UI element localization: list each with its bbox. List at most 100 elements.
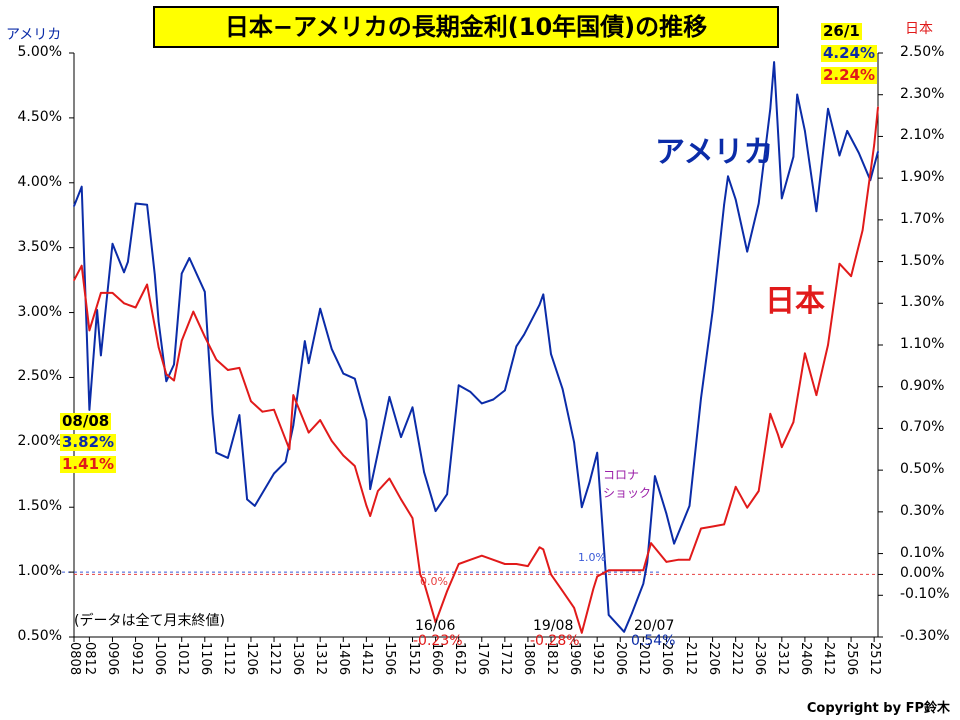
x-tick-label: 2312	[774, 642, 790, 676]
jp-data-point	[592, 588, 595, 590]
right-tick-label: 1.10%	[900, 336, 945, 352]
jp-data-point	[550, 573, 552, 576]
us-data-point	[727, 175, 729, 178]
right-tick-label: 0.00%	[900, 565, 945, 582]
start-us-value: 3.82%	[60, 433, 117, 451]
left-tick-label: 1.00%	[17, 563, 62, 580]
low1-date: 16/06	[415, 618, 456, 634]
left-tick-label: 4.50%	[17, 108, 62, 125]
us-data-point	[542, 293, 545, 296]
jp-data-point	[377, 490, 379, 492]
jp-data-point	[388, 477, 391, 480]
ref-jp-label: 0.0%	[420, 575, 448, 588]
x-tick-label: 2206	[705, 642, 721, 676]
right-tick-label: 1.70%	[900, 210, 945, 227]
jp-data-point	[250, 400, 252, 403]
us-data-point	[388, 396, 391, 398]
right-tick-label: 2.30%	[900, 85, 945, 102]
x-tick-label: 1006	[151, 642, 167, 676]
copyright: Copyright by FP鈴木	[806, 701, 950, 716]
end-us-value: 4.24%	[821, 44, 878, 62]
x-tick-label: 0912	[128, 642, 144, 676]
right-tick-label: 1.50%	[900, 252, 945, 269]
right-tick-label: 0.10%	[900, 544, 945, 561]
jp-data-point	[781, 446, 783, 449]
us-data-point	[815, 210, 818, 213]
right-tick-label: 2.50%	[900, 44, 945, 60]
right-tick-label: -0.10%	[900, 586, 950, 603]
corona-annotation: コロナ ショック	[603, 468, 652, 500]
us-data-point	[846, 130, 848, 132]
us-data-point	[642, 583, 645, 585]
us-data-point	[80, 185, 83, 188]
jp-data-point	[227, 369, 229, 371]
us-data-point	[307, 362, 310, 365]
jp-data-point	[623, 569, 625, 572]
left-tick-label: 5.00%	[17, 44, 62, 60]
x-tick-label: 2506	[844, 642, 860, 676]
jp-data-point	[688, 559, 691, 561]
jp-data-point	[573, 607, 575, 609]
x-tick-label: 1106	[197, 642, 213, 676]
us-data-point	[246, 498, 248, 501]
jp-data-point	[504, 563, 506, 565]
us-data-point	[111, 243, 114, 245]
us-data-point	[304, 340, 306, 342]
x-tick-label: 0808	[67, 642, 82, 676]
jp-data-point	[804, 352, 806, 355]
us-data-point	[154, 274, 156, 276]
x-tick-label: 1912	[590, 642, 606, 676]
jp-data-point	[180, 340, 183, 342]
us-data-point	[646, 562, 648, 564]
us-data-point	[211, 413, 214, 415]
us-data-point	[700, 397, 702, 400]
right-tick-label: 0.70%	[900, 419, 945, 436]
us-data-point	[284, 461, 287, 463]
us-data-point	[665, 512, 668, 515]
low1-value: -0.23%	[413, 633, 463, 649]
jp-data-point	[861, 229, 864, 232]
us-data-point	[173, 363, 175, 366]
us-data-point	[573, 441, 575, 444]
us-data-point	[165, 380, 168, 383]
us-data-point	[204, 291, 206, 293]
right-tick-label: 1.90%	[900, 169, 945, 186]
us-data-point	[877, 150, 879, 153]
jp-data-point	[677, 559, 679, 561]
jp-data-point	[827, 344, 829, 346]
us-data-point	[769, 108, 772, 110]
us-data-point	[227, 457, 229, 459]
left-tick-label: 4.00%	[17, 173, 62, 190]
us-data-point	[127, 261, 129, 263]
jp-data-point	[400, 498, 402, 501]
right-tick-label: 2.10%	[900, 127, 945, 144]
jp-data-point	[542, 548, 545, 551]
jp-data-point	[873, 144, 875, 146]
x-tick-label: 2006	[613, 642, 629, 676]
us-data-point	[180, 272, 183, 275]
us-data-point	[73, 205, 75, 207]
jp-data-point	[80, 264, 83, 267]
x-tick-label: 2112	[682, 642, 698, 676]
right-axis-label: 日本	[905, 21, 933, 37]
jp-data-point	[757, 490, 760, 492]
us-data-point	[781, 197, 783, 200]
jp-data-point	[100, 292, 102, 294]
data-note: (データは全て月末終値)	[74, 613, 225, 629]
low3-value: 0.54%	[631, 633, 676, 649]
right-tick-label: 0.50%	[900, 461, 945, 478]
us-data-point	[596, 451, 598, 454]
us-data-point	[623, 631, 625, 633]
jp-data-point	[261, 410, 264, 413]
right-tick-label: 0.90%	[900, 377, 945, 394]
jp-data-point	[192, 310, 195, 313]
us-data-point	[723, 204, 725, 206]
us-data-point	[377, 451, 379, 454]
us-data-point	[838, 154, 841, 157]
us-data-point	[538, 304, 541, 306]
jp-data-point	[446, 590, 448, 592]
right-tick-label: 0.30%	[900, 502, 945, 519]
jp-data-point	[123, 302, 125, 305]
jp-data-point	[342, 454, 345, 457]
